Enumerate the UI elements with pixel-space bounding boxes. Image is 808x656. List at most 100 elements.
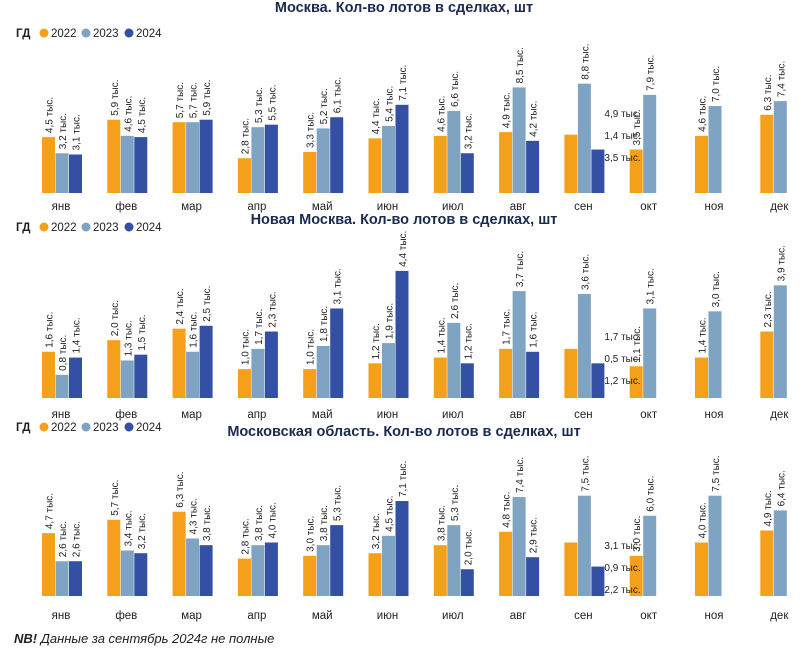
- chart-2-value-label-2023-апр: 1,7 тыс.: [254, 309, 265, 345]
- chart-3-value-label-2022-июл: 3,8 тыс.: [436, 505, 447, 541]
- chart-1-value-label-2024-мар: 5,9 тыс.: [202, 79, 213, 115]
- chart-2-bar-2023-апр: [251, 348, 265, 398]
- chart-1-bar-2023-фев: [120, 135, 134, 193]
- chart-2-bar-2023-май: [316, 346, 330, 398]
- chart-2-bar-2023-июн: [382, 343, 395, 398]
- chart-3-value-label-2024-фев: 3,2 тыс.: [137, 513, 148, 549]
- chart-2-x-tick-мар: мар: [181, 409, 202, 421]
- chart-3-x-tick-май: май: [312, 610, 333, 622]
- chart-1-value-label-2023-авг: 8,5 тыс.: [515, 47, 526, 83]
- chart-1-legend-label: ГД: [16, 28, 30, 40]
- chart-3-x-tick-дек: дек: [770, 610, 789, 622]
- chart-3-bar-2023-июл: [447, 525, 461, 596]
- chart-2-x-tick-июн: июн: [377, 409, 398, 421]
- chart-3-value-label-2024-апр: 4,0 тыс.: [267, 502, 278, 538]
- chart-1-bar-2022-окт: [629, 149, 643, 193]
- chart-2-bar-2024-мар: [199, 325, 213, 398]
- chart-3-value-label-2024-авг: 2,9 тыс.: [529, 517, 540, 553]
- chart-2-value-label-2022-окт: 1,1 тыс.: [632, 326, 643, 362]
- chart-3-value-label-2022-окт: 3,0 тыс.: [632, 516, 643, 552]
- chart-1-value-label-2022-окт: 3,5 тыс.: [632, 109, 643, 145]
- chart-3-bar-2022-сен: [564, 542, 578, 596]
- chart-3-value-label-2023-авг: 7,4 тыс.: [515, 457, 526, 493]
- chart-1-x-tick-июл: июл: [442, 201, 464, 213]
- chart-1-value-label-2024-апр: 5,5 тыс.: [267, 84, 278, 120]
- chart-3-legend-marker-2023: [81, 422, 91, 432]
- chart-1-x-tick-дек: дек: [770, 201, 789, 213]
- chart-3-bar-2022-фев: [107, 519, 121, 596]
- chart-2-bar-2023-июл: [447, 322, 461, 398]
- chart-1-bar-2022-дек: [760, 114, 774, 193]
- chart-2-bar-2022-фев: [107, 340, 121, 398]
- chart-3-bar-2023-янв: [55, 561, 69, 596]
- chart-3-value-label-2022-ноя: 4,0 тыс.: [698, 502, 709, 538]
- chart-2-value-label-2024-янв: 1,4 тыс.: [72, 317, 83, 353]
- chart-2-legend-marker-2024: [124, 222, 134, 232]
- chart-1-value-label-2023-фев: 4,6 тыс.: [123, 96, 134, 132]
- chart-1-bar-2023-янв: [55, 153, 69, 193]
- chart-2-legend-entry-2022: 2022: [51, 222, 77, 234]
- chart-3-value-label-2023-окт: 6,0 тыс.: [646, 476, 657, 512]
- chart-2-value-label-2024-май: 3,1 тыс.: [333, 268, 344, 304]
- chart-2-bar-2023-авг: [512, 291, 526, 398]
- chart-1-bar-2024-мар: [199, 119, 213, 193]
- chart-1-value-label-2024-янв: 3,1 тыс.: [72, 114, 83, 150]
- chart-3-x-tick-апр: апр: [247, 610, 266, 622]
- chart-3-legend-entry-2024: 2024: [136, 422, 162, 434]
- chart-3-value-label-2023-апр: 3,8 тыс.: [254, 505, 265, 541]
- chart-3-bar-2022-июл: [433, 545, 447, 596]
- chart-2-value-label-2023-сен: 3,6 тыс.: [580, 254, 591, 290]
- chart-1-value-label-2023-янв: 3,2 тыс.: [58, 113, 69, 149]
- chart-3-bar-2024-мар: [199, 545, 213, 596]
- chart-1-value-label-2023-сен: 8,8 тыс.: [580, 43, 591, 79]
- chart-1-value-label-2024-июн: 7,1 тыс.: [398, 65, 409, 101]
- chart-3-legend-marker-2024: [124, 422, 134, 432]
- chart-3-bar-2024-июл: [460, 569, 474, 596]
- chart-3-bar-2023-май: [316, 545, 330, 596]
- chart-3-value-label-2023-фев: 3,4 тыс.: [123, 510, 134, 546]
- chart-2-bar-2024-май: [330, 308, 344, 398]
- chart-2-value-label-2024-апр: 2,3 тыс.: [267, 291, 278, 327]
- chart-2-value-label-2022-июл: 1,4 тыс.: [436, 317, 447, 353]
- chart-3-bar-2023-июн: [382, 535, 395, 596]
- chart-3-legend-entry-2023: 2023: [93, 422, 119, 434]
- chart-1-value-label-2023-июл: 6,6 тыс.: [450, 71, 461, 107]
- chart-2-value-label-2023-окт: 3,1 тыс.: [646, 268, 657, 304]
- chart-3-value-label-2024-июл: 2,0 тыс.: [463, 529, 474, 565]
- chart-3-sep-extra-label-3: 2,2 тыс.: [604, 585, 640, 596]
- chart-1-bar-2024-авг: [526, 140, 540, 193]
- chart-2-bar-2024-сен: [591, 363, 605, 398]
- chart-3-value-label-2023-ноя: 7,5 тыс.: [711, 455, 722, 491]
- chart-2-bar-2023-сен: [577, 294, 591, 398]
- chart-1-x-tick-ноя: ноя: [705, 201, 724, 213]
- chart-1-bar-2023-июл: [447, 111, 461, 193]
- chart-1-value-label-2022-дек: 6,3 тыс.: [763, 75, 774, 111]
- chart-1-value-label-2022-фев: 5,9 тыс.: [110, 79, 121, 115]
- chart-1-x-tick-авг: авг: [510, 201, 527, 213]
- chart-3-legend-marker-2022: [39, 422, 49, 432]
- chart-2-bar-2024-фев: [134, 354, 148, 398]
- chart-3-bar-2022-июн: [368, 553, 382, 596]
- chart-1-bar-2022-ноя: [695, 135, 708, 193]
- chart-3-x-tick-янв: янв: [52, 610, 71, 622]
- chart-2-bar-2023-янв: [55, 374, 69, 398]
- chart-1-legend-marker-2023: [81, 28, 91, 38]
- chart-3-value-label-2023-янв: 2,6 тыс.: [58, 521, 69, 557]
- chart-1-value-label-2024-фев: 4,5 тыс.: [137, 97, 148, 133]
- chart-1-bar-2024-фев: [134, 137, 148, 193]
- chart-1-value-label-2023-мар: 5,7 тыс.: [189, 82, 200, 118]
- chart-1-bar-2024-апр: [264, 124, 278, 193]
- chart-1-bar-2023-дек: [773, 101, 787, 193]
- chart-2-bar-2023-ноя: [708, 311, 722, 398]
- chart-2-value-label-2023-авг: 3,7 тыс.: [515, 251, 526, 287]
- chart-2-value-label-2023-май: 1,8 тыс.: [319, 306, 330, 342]
- chart-2-value-label-2022-авг: 1,7 тыс.: [502, 309, 513, 345]
- chart-3-bar-2022-мар: [172, 511, 186, 596]
- chart-3-bar-2023-сен: [577, 495, 591, 596]
- chart-3-value-label-2022-июн: 3,2 тыс.: [371, 513, 382, 549]
- chart-1-bar-2024-июн: [395, 104, 409, 193]
- chart-2-x-tick-сен: сен: [574, 409, 593, 421]
- chart-1-bar-2024-янв: [69, 154, 82, 193]
- chart-3-value-label-2022-дек: 4,9 тыс.: [763, 490, 774, 526]
- chart-1-legend-entry-2024: 2024: [136, 28, 162, 40]
